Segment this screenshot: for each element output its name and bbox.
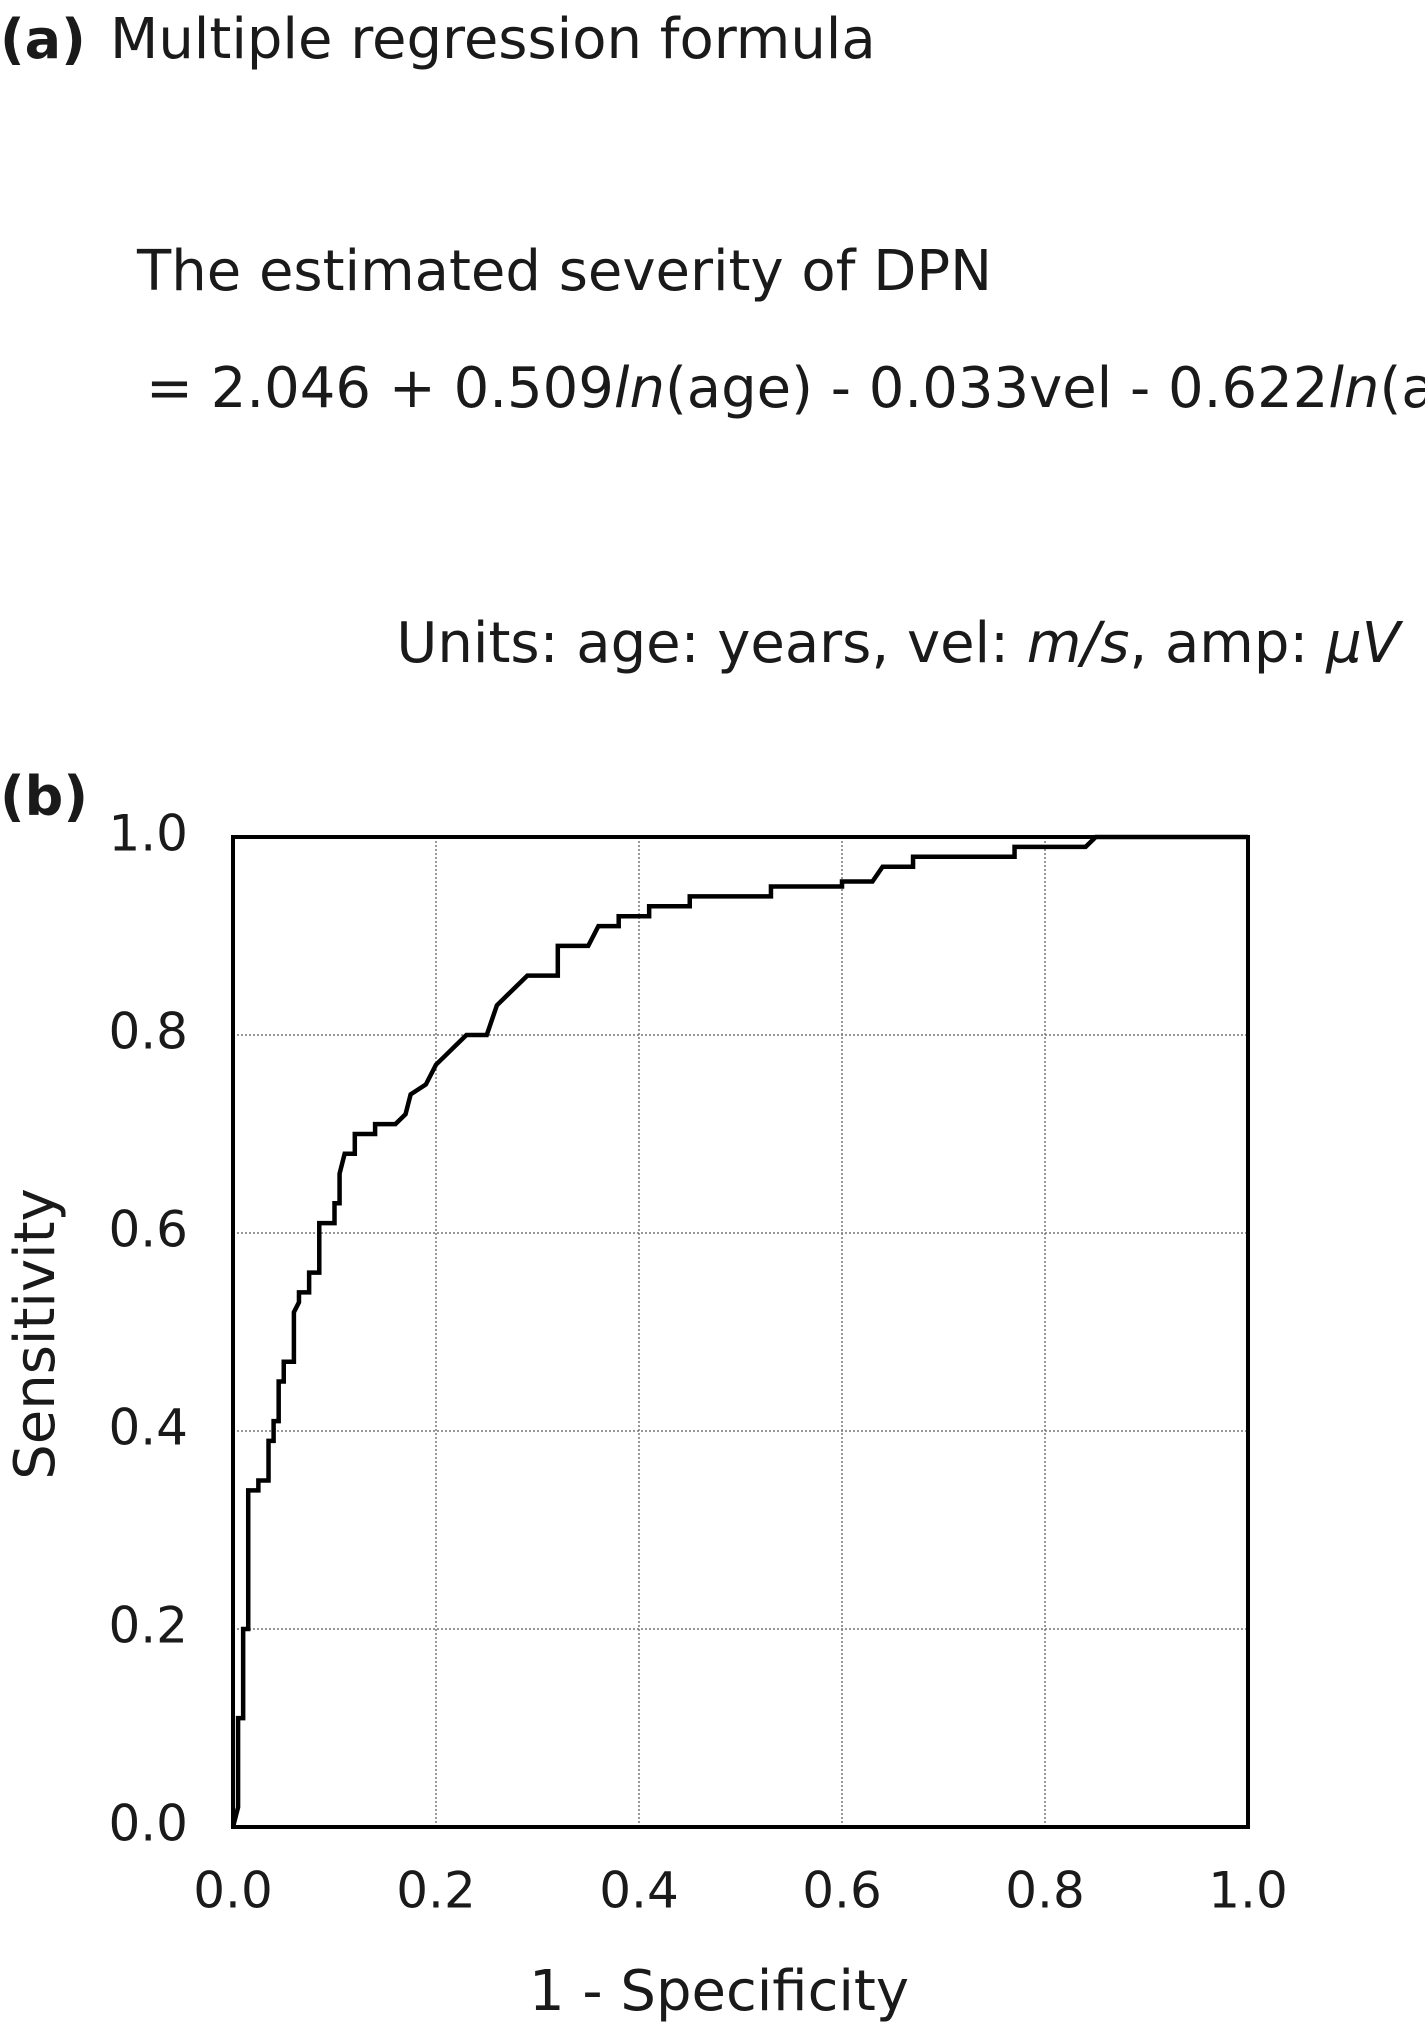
formula-part: ln — [614, 356, 665, 421]
units-part: μV — [1325, 611, 1404, 676]
y-tick-label: 1.0 — [108, 805, 188, 863]
x-tick-label: 0.0 — [193, 1862, 273, 1920]
x-tick-label: 0.8 — [1005, 1862, 1085, 1920]
formula-line: = 2.046 + 0.509ln(age) - 0.033vel - 0.62… — [146, 356, 1425, 421]
formula-part: (amp) — [1379, 356, 1425, 421]
units-note: Units: age: years, vel: m/s, amp: μV — [396, 611, 1403, 676]
x-tick-label: 0.2 — [396, 1862, 476, 1920]
units-part: , amp: — [1129, 611, 1326, 676]
x-tick-label: 0.6 — [802, 1862, 882, 1920]
roc-curve — [230, 834, 1248, 1828]
plot-frame — [231, 835, 1250, 1829]
formula-part: (age) - 0.033vel - 0.622 — [665, 356, 1328, 421]
x-tick-label: 1.0 — [1208, 1862, 1288, 1920]
y-tick-label: 0.4 — [108, 1399, 188, 1457]
y-tick-label: 0.6 — [108, 1201, 188, 1259]
panel-label: (a) — [0, 8, 86, 71]
panel-label: (b) — [0, 765, 88, 828]
units-part: Units: age: years, vel: — [396, 611, 1026, 676]
y-axis-label: Sensitivity — [3, 1188, 68, 1480]
y-tick-label: 0.0 — [108, 1795, 188, 1853]
units-part: m/s — [1027, 611, 1130, 676]
formula-line: The estimated severity of DPN — [136, 239, 992, 304]
x-axis-label: 1 - Specificity — [529, 1959, 909, 2024]
formula-part: = 2.046 + 0.509 — [146, 356, 614, 421]
formula-part: ln — [1328, 356, 1379, 421]
y-tick-label: 0.8 — [108, 1003, 188, 1061]
y-tick-label: 0.2 — [108, 1597, 188, 1655]
x-tick-label: 0.4 — [599, 1862, 679, 1920]
panel-title: Multiple regression formula — [110, 7, 876, 72]
